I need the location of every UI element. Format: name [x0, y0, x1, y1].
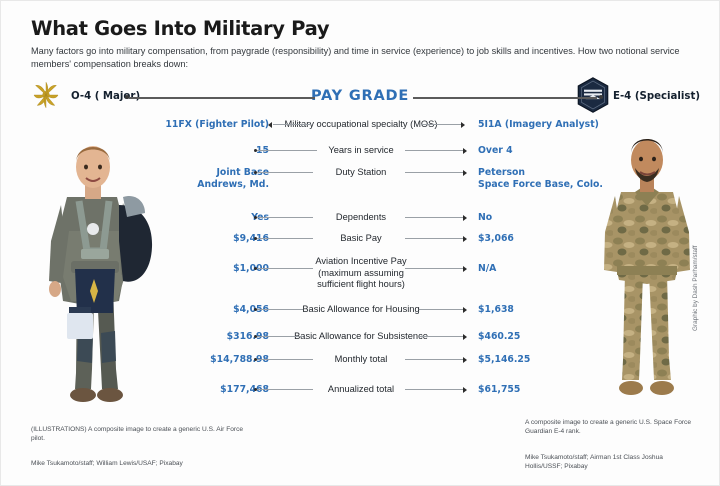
connector-dot-left [254, 334, 258, 339]
row-label: Basic Pay [340, 233, 382, 243]
arrow-right [463, 265, 467, 272]
right-rank-label: E-4 (Specialist) [613, 91, 700, 102]
row-value-right: $1,638 [478, 304, 514, 315]
row-value-right: Over 4 [478, 145, 513, 156]
connector-dot-left [254, 387, 258, 392]
paygrade-endpoint-left [125, 95, 129, 99]
row-value-left: 11FX (Fighter Pilot) [165, 119, 269, 130]
arrow-right [463, 235, 467, 242]
arrow-right [463, 306, 467, 313]
connector-left [257, 336, 303, 338]
row-label: Monthly total [334, 354, 388, 364]
row-value-left: $1,000 [233, 263, 269, 274]
arrow-right [463, 147, 467, 154]
connector-right [405, 389, 463, 391]
connector-dot-left [254, 215, 258, 220]
arrow-right [463, 214, 467, 221]
arrow-right [463, 356, 467, 363]
connector-dot-left [254, 266, 258, 271]
caption-left-credit: Mike Tsukamoto/staff; William Lewis/USAF… [31, 460, 183, 467]
connector-left [257, 309, 303, 311]
graphic-credit: Graphic by Dash Parham/staff [692, 245, 699, 331]
caption-right-credit: Mike Tsukamoto/staff; Airman 1st Class J… [525, 454, 663, 470]
space-force-specialist-insignia-icon [577, 77, 609, 113]
space-force-guardian-photo [604, 139, 690, 395]
row-value-right: N/A [478, 263, 497, 274]
arrow-right [463, 169, 467, 176]
connector-right [405, 172, 463, 174]
row-label: Basic Allowance for Housing [302, 304, 420, 314]
caption-left: (ILLUSTRATIONS) A composite image to cre… [31, 426, 244, 442]
connector-right [405, 238, 463, 240]
arrow-left [268, 121, 272, 128]
connector-right [405, 217, 463, 219]
row-label: Duty Station [335, 167, 387, 177]
row-value-left: $316.98 [226, 331, 269, 342]
paygrade-rule-left [129, 97, 315, 99]
row-value-left: $9,416 [233, 233, 269, 244]
connector-left [257, 172, 313, 174]
row-value-right: 5I1A (Imagery Analyst) [478, 119, 599, 130]
row-value-left: $177,468 [220, 384, 269, 395]
row-value-right: $61,755 [478, 384, 521, 395]
connector-left [273, 124, 311, 126]
row-label: Dependents [335, 212, 387, 222]
row-value-left: $4,056 [233, 304, 269, 315]
left-rank-label: O-4 ( Major) [71, 91, 141, 102]
connector-left [257, 150, 317, 152]
row-value-left: $14,788.98 [210, 354, 269, 365]
connector-right [405, 150, 463, 152]
connector-right [405, 359, 463, 361]
row-value-right: $3,066 [478, 233, 514, 244]
row-label: Aviation Incentive Pay (maximum assuming… [315, 256, 407, 289]
paygrade-heading: PAY GRADE [310, 88, 410, 104]
page-deck: Many factors go into military compensati… [31, 46, 680, 69]
row-value-right: $460.25 [478, 331, 521, 342]
caption-right: A composite image to create a generic U.… [525, 419, 692, 435]
connector-left [257, 268, 313, 270]
row-label: Years in service [328, 145, 394, 155]
connector-dot-left [254, 148, 258, 153]
page-title: What Goes Into Military Pay [31, 17, 330, 40]
row-label: Basic Allowance for Subsistence [294, 331, 428, 341]
connector-right [419, 336, 463, 338]
connector-dot-left [254, 170, 258, 175]
connector-left [257, 389, 313, 391]
connector-dot-left [254, 236, 258, 241]
connector-dot-left [254, 357, 258, 362]
arrow-right [463, 333, 467, 340]
connector-left [257, 359, 313, 361]
row-value-right: $5,146.25 [478, 354, 531, 365]
connector-right [405, 268, 463, 270]
connector-right [419, 309, 463, 311]
connector-left [257, 238, 313, 240]
connector-dot-left [254, 307, 258, 312]
arrow-right [463, 386, 467, 393]
row-value-right: No [478, 212, 493, 223]
gold-oak-leaf-icon [33, 81, 59, 109]
arrow-right [461, 121, 465, 128]
paygrade-rule-right [413, 97, 597, 99]
air-force-pilot-photo [49, 146, 153, 402]
row-value-right: Peterson Space Force Base, Colo. [478, 167, 603, 190]
connector-left [257, 217, 313, 219]
paygrade-endpoint-right [599, 95, 603, 99]
connector-right [421, 124, 461, 126]
row-label: Annualized total [327, 384, 395, 394]
